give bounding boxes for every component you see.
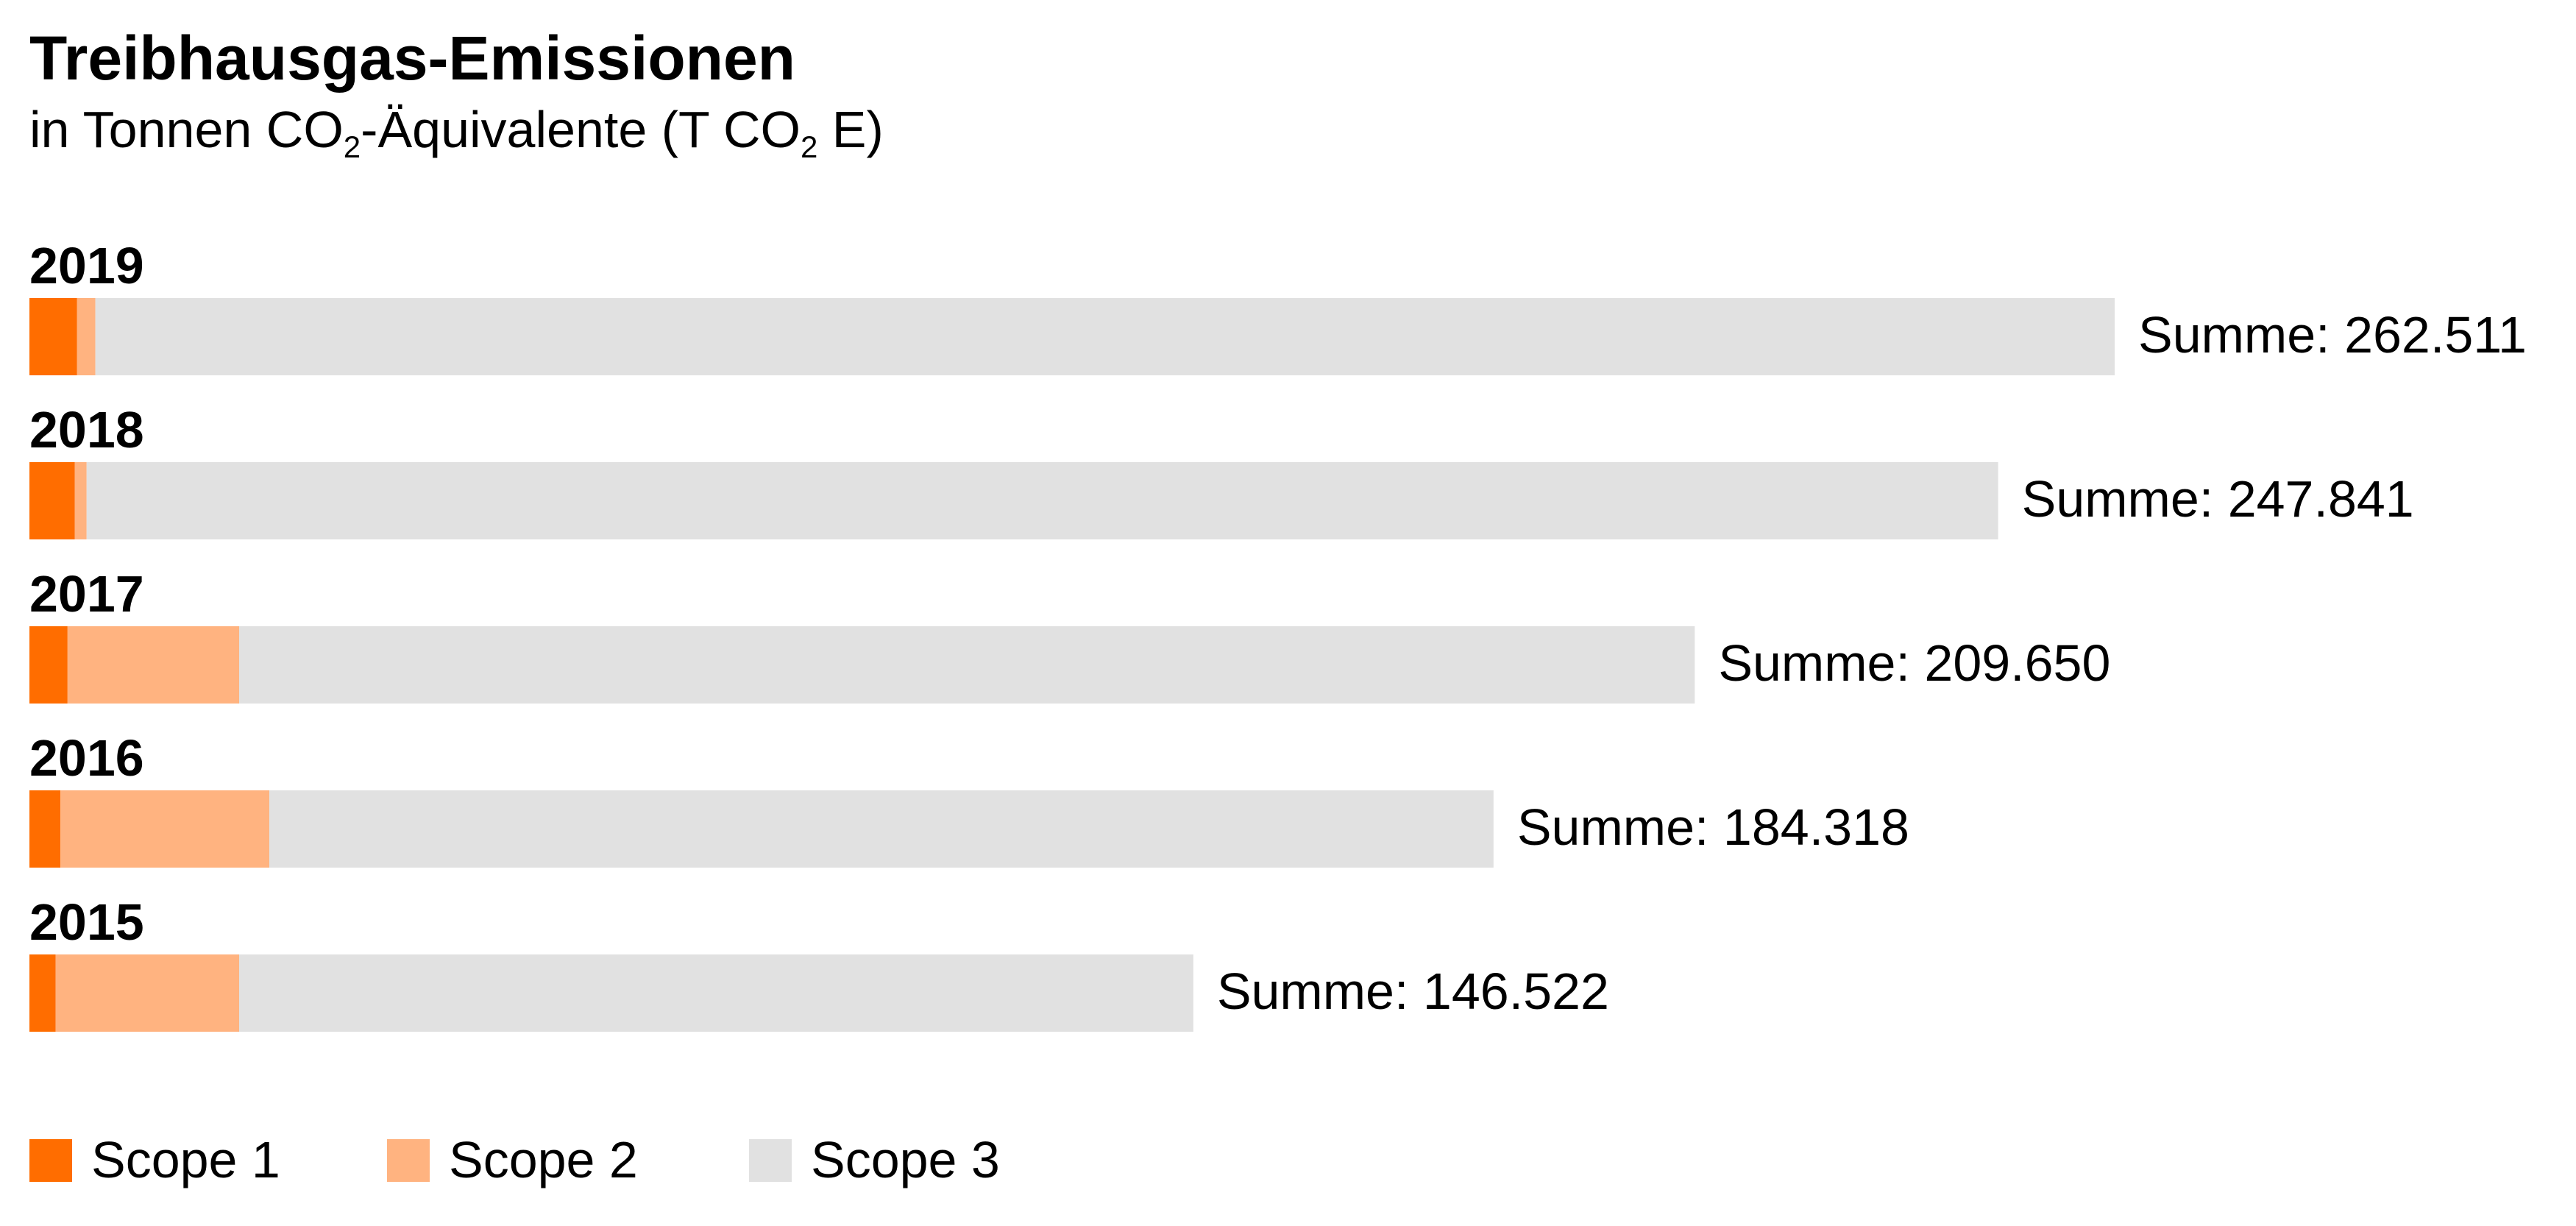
subtitle-subscript-1: 2 — [344, 130, 361, 164]
total-value: 247.841 — [2213, 470, 2413, 528]
bar-rows: 2019 Summe: 262.511 2018 Summe: 247.841 2017… — [29, 237, 2527, 1032]
legend-label-scope-2: Scope 2 — [449, 1131, 638, 1188]
subtitle-part-3: E) — [817, 101, 883, 158]
subtitle-part-1: in Tonnen CO — [29, 101, 344, 158]
year-label-2015: 2015 — [29, 893, 144, 951]
year-label-2016: 2016 — [29, 729, 144, 787]
bar-2018-scope-3 — [86, 462, 1998, 539]
total-prefix: Summe: — [1718, 634, 1910, 692]
bar-2019-scope-1 — [29, 298, 77, 375]
total-label-2019: Summe: 262.511 — [2138, 306, 2527, 364]
bar-2017-scope-2 — [67, 626, 240, 704]
total-prefix: Summe: — [2138, 306, 2330, 364]
bar-2016-scope-1 — [29, 790, 61, 868]
total-label-2017: Summe: 209.650 — [1718, 634, 2110, 692]
legend: Scope 1 Scope 2 Scope 3 — [29, 1131, 1000, 1188]
legend-label-scope-3: Scope 3 — [811, 1131, 1000, 1188]
legend-swatch-scope-3 — [749, 1139, 792, 1182]
bar-2015-scope-3 — [239, 954, 1193, 1032]
bar-2017-scope-3 — [239, 626, 1695, 704]
bar-2018-scope-1 — [29, 462, 75, 539]
total-prefix: Summe: — [2022, 470, 2214, 528]
total-label-2018: Summe: 247.841 — [2022, 470, 2414, 528]
total-value: 184.318 — [1709, 798, 1909, 856]
legend-swatch-scope-1 — [29, 1139, 72, 1182]
bar-2019-scope-3 — [95, 298, 2115, 375]
subtitle-subscript-2: 2 — [801, 130, 817, 164]
bar-2015-scope-1 — [29, 954, 56, 1032]
legend-label-scope-1: Scope 1 — [91, 1131, 280, 1188]
total-prefix: Summe: — [1517, 798, 1709, 856]
bar-2015-scope-2 — [55, 954, 240, 1032]
total-value: 146.522 — [1408, 963, 1608, 1020]
chart-title: Treibhausgas-Emissionen — [29, 24, 795, 93]
subtitle-part-2: -Äquivalente (T CO — [361, 101, 801, 158]
bar-2019-scope-2 — [77, 298, 96, 375]
chart-subtitle: in Tonnen CO2-Äquivalente (T CO2 E) — [29, 101, 884, 164]
bar-2016-scope-3 — [269, 790, 1494, 868]
total-value: 209.650 — [1910, 634, 2110, 692]
year-label-2017: 2017 — [29, 565, 144, 623]
year-label-2018: 2018 — [29, 401, 144, 458]
legend-swatch-scope-2 — [387, 1139, 430, 1182]
total-label-2016: Summe: 184.318 — [1517, 798, 1909, 856]
total-value: 262.511 — [2330, 306, 2527, 364]
bar-2017-scope-1 — [29, 626, 68, 704]
bar-2016-scope-2 — [60, 790, 270, 868]
total-prefix: Summe: — [1217, 963, 1409, 1020]
total-label-2015: Summe: 146.522 — [1217, 963, 1609, 1020]
year-label-2019: 2019 — [29, 237, 144, 294]
bar-2018-scope-2 — [74, 462, 87, 539]
